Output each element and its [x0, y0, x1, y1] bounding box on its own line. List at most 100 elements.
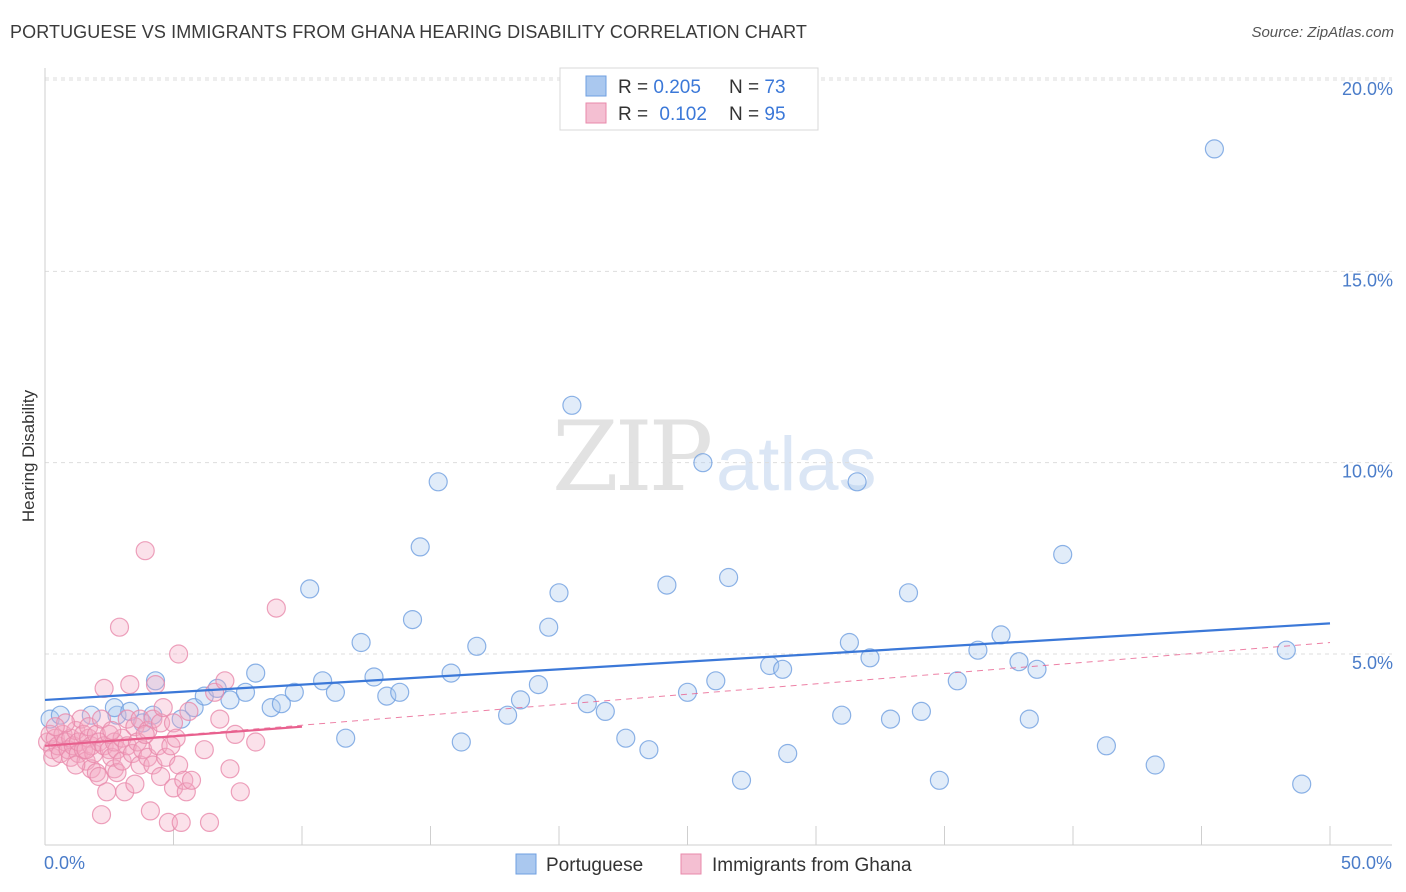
ghana-point-91 [102, 720, 122, 741]
ghana-point-64 [151, 766, 171, 787]
portuguese-point-58 [911, 701, 932, 722]
ghana-point-30 [91, 805, 112, 825]
portuguese-point-35 [528, 674, 549, 695]
legend-r-label-blue: R = [618, 77, 653, 98]
trend-line-ghana-extended [44, 642, 1331, 747]
ghana-point-61 [145, 674, 166, 695]
x-ticks [173, 826, 1331, 845]
portuguese-point-41 [616, 728, 636, 748]
portuguese-point-67 [1096, 736, 1117, 756]
ghana-point-82 [210, 709, 230, 729]
portuguese-point-18 [284, 682, 304, 702]
ghana-point-16 [71, 709, 91, 729]
portuguese-point-56 [880, 709, 901, 729]
ghana-point-89 [66, 755, 86, 775]
portuguese-point-52 [832, 705, 852, 725]
ghana-point-43 [112, 751, 132, 771]
portuguese-point-51 [778, 743, 798, 764]
svg-text:N = 95: N = 95 [729, 104, 786, 125]
portuguese-point-48 [731, 770, 752, 790]
ghana-point-86 [230, 782, 250, 802]
portuguese-point-3 [107, 705, 127, 725]
ghana-point-47 [120, 674, 140, 695]
portuguese-point-4 [104, 697, 125, 718]
ghana-point-88 [266, 598, 286, 618]
portuguese-point-33 [498, 705, 518, 725]
portuguese-point-31 [451, 732, 471, 752]
portuguese-point-40 [595, 701, 615, 722]
ghana-point-77 [179, 701, 199, 722]
ghana-point-50 [125, 774, 145, 794]
ghana-point-83 [215, 671, 235, 691]
ghana-point-94 [45, 717, 65, 737]
trend-line-ghana [44, 725, 303, 747]
ghana-point-48 [122, 743, 142, 764]
legend-n-value-pink: 95 [764, 104, 785, 125]
ghana-point-69 [163, 713, 184, 733]
portuguese-point-28 [410, 537, 430, 557]
ghana-point-33 [97, 782, 117, 802]
y-axis-label: Hearing Disability [19, 389, 38, 522]
portuguese-point-65 [1027, 659, 1047, 679]
ghana-point-28 [89, 766, 109, 787]
legend-swatch-pink [585, 102, 607, 124]
ghana-point-41 [109, 617, 130, 637]
svg-text:R = 0.102: R = 0.102 [618, 104, 707, 125]
portuguese-point-29 [428, 472, 448, 492]
portuguese-point-23 [351, 632, 371, 653]
portuguese-point-39 [577, 694, 597, 714]
ghana-point-73 [169, 755, 189, 775]
chart-title: PORTUGUESE VS IMMIGRANTS FROM GHANA HEAR… [10, 22, 807, 42]
y-tick-label-5: 5.0% [1352, 653, 1393, 673]
legend-swatch-blue [585, 75, 607, 97]
ghana-point-32 [94, 678, 114, 699]
ghana-point-79 [194, 740, 214, 760]
portuguese-point-53 [839, 632, 860, 653]
ghana-point-58 [140, 801, 160, 821]
ghana-point-80 [199, 812, 220, 833]
ghana-point-84 [220, 759, 240, 779]
portuguese-point-2 [81, 705, 101, 725]
portuguese-point-16 [261, 697, 281, 718]
stats-legend: R = 0.205 N = 73 R = 0.102 N = 95 [559, 67, 819, 131]
portuguese-point-46 [706, 671, 726, 691]
ghana-point-44 [115, 782, 135, 802]
y-tick-label-15: 15.0% [1342, 270, 1393, 290]
legend-n-label-pink: N = [729, 104, 764, 125]
watermark-atlas: atlas [716, 422, 877, 507]
legend-n-value-blue: 73 [764, 77, 785, 98]
y-tick-label-10: 10.0% [1342, 462, 1393, 482]
portuguese-point-44 [677, 682, 698, 702]
y-tick-label-20: 20.0% [1342, 79, 1393, 99]
ghana-point-71 [166, 728, 186, 748]
portuguese-point-69 [1204, 139, 1225, 159]
portuguese-point-13 [220, 690, 240, 710]
portuguese-point-26 [390, 682, 410, 702]
series-legend-swatch-ghana [680, 853, 702, 875]
portuguese-point-14 [235, 682, 256, 702]
ghana-point-40 [107, 762, 127, 783]
portuguese-point-22 [336, 728, 356, 748]
grid-lines [45, 77, 1392, 655]
portuguese-point-68 [1145, 755, 1165, 775]
ghana-point-76 [176, 782, 196, 802]
ghana-point-78 [181, 770, 202, 790]
portuguese-point-42 [639, 740, 659, 760]
series-portuguese-points [40, 139, 1312, 794]
portuguese-point-64 [1019, 709, 1039, 729]
source-label: Source: ZipAtlas.com [1251, 24, 1394, 41]
portuguese-point-24 [364, 667, 384, 687]
x-tick-label-min: 0.0% [44, 853, 85, 873]
portuguese-point-38 [562, 395, 582, 415]
series-legend: Portuguese Immigrants from Ghana [515, 853, 912, 876]
ghana-point-74 [171, 812, 191, 833]
portuguese-point-32 [467, 636, 487, 656]
ghana-point-93 [76, 740, 96, 760]
ghana-point-90 [55, 713, 76, 733]
legend-n-label-blue: N = [729, 77, 764, 98]
portuguese-point-20 [313, 671, 333, 691]
portuguese-point-30 [441, 663, 461, 683]
portuguese-point-17 [271, 694, 291, 714]
portuguese-point-45 [693, 453, 713, 473]
